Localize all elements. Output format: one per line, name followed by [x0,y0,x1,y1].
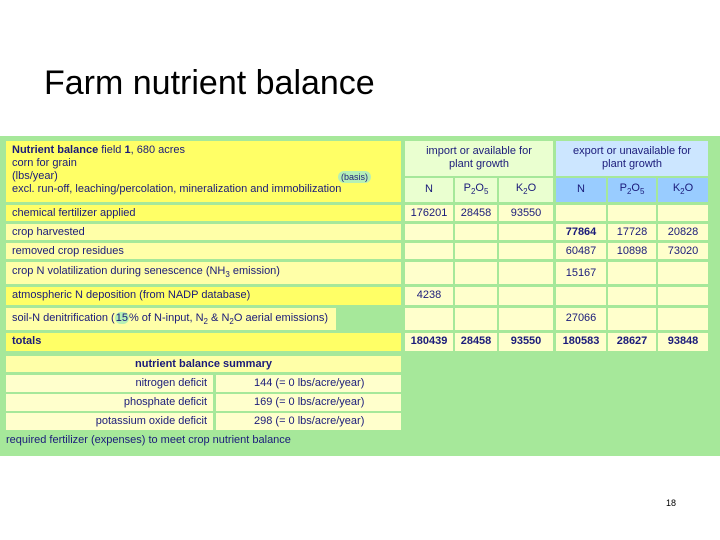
total-export-p: 28627 [608,333,656,351]
cell-export-k: 73020 [658,243,708,259]
cell-import-k [499,262,553,284]
header-field-label: field [98,144,125,156]
export-header: export or unavailable for plant growth [556,141,708,176]
total-import-k: 93550 [499,333,553,351]
page-number: 18 [666,498,677,508]
export-header-line1: export or unavailable for [572,145,691,157]
total-import-p: 28458 [455,333,497,351]
summary-value-potassium: 298 (= 0 lbs/acre/year) [216,413,401,430]
header-crop: corn for grain [12,157,77,169]
cell-export-n: 15167 [556,262,606,284]
header-exclusions: excl. run-off, leaching/percolation, min… [12,183,342,195]
cell-export-p [608,287,656,305]
row-label: chemical fertilizer applied [6,205,401,221]
cell-import-k [499,224,553,240]
row-label-part: & N [208,312,230,324]
export-col-p2o5: P2O5 [608,178,656,202]
summary-value-phosphate: 169 (= 0 lbs/acre/year) [216,394,401,411]
cell-export-p: 10898 [608,243,656,259]
row-label-part: soil-N denitrification ( [12,312,115,324]
cell-export-n: 27066 [556,308,606,330]
cell-import-k [499,287,553,305]
summary-label-nitrogen: nitrogen deficit [6,375,213,392]
total-import-n: 180439 [405,333,453,351]
summary-label-phosphate: phosphate deficit [6,394,213,411]
cell-import-k [499,308,553,330]
cell-import-k [499,243,553,259]
row-label-part: emission) [229,265,280,277]
summary-label-potassium: potassium oxide deficit [6,413,213,430]
row-label-subscript: 2 [203,317,208,326]
row-label-part: % of N-input, N [128,312,204,324]
row-label: removed crop residues [6,243,401,259]
total-export-k: 93848 [658,333,708,351]
total-export-n: 180583 [556,333,606,351]
summary-title: nutrient balance summary [6,356,401,372]
cell-export-k [658,205,708,221]
cell-import-n [405,243,453,259]
header-acres: , 680 acres [130,144,186,156]
import-header-line1: import or available for [426,145,532,157]
cell-import-n [405,262,453,284]
header-field-number: 1 [124,144,131,156]
cell-export-p [608,205,656,221]
cell-export-p [608,308,656,330]
cell-import-p [455,308,497,330]
header-description: Nutrient balance field 1, 680 acres corn… [6,141,401,202]
import-col-n: N [405,178,453,202]
row-label: soil-N denitrification (15% of N-input, … [6,308,336,330]
cell-import-p [455,224,497,240]
cell-export-n [556,205,606,221]
cell-export-n: 77864 [556,224,606,240]
import-header: import or available for plant growth [405,141,553,176]
row-label: crop harvested [6,224,401,240]
cell-export-k [658,308,708,330]
header-title: Nutrient balance [12,144,99,156]
row-label-part: O aerial emissions) [233,312,328,324]
cell-import-n [405,224,453,240]
cell-import-n: 176201 [405,205,453,221]
cell-import-p [455,243,497,259]
import-header-line2: plant growth [449,158,509,170]
export-col-k2o: K2O [658,178,708,202]
cell-import-p [455,262,497,284]
export-header-line2: plant growth [602,158,662,170]
import-col-k2o: K2O [499,178,553,202]
summary-footer: required fertilizer (expenses) to meet c… [6,434,291,446]
cell-import-p: 28458 [455,205,497,221]
row-label: crop N volatilization during senescence … [6,262,401,284]
cell-import-p [455,287,497,305]
cell-export-k [658,287,708,305]
cell-export-n [556,287,606,305]
row-label-subscript: 3 [225,270,230,279]
denitrification-percent-input[interactable]: 15 [114,312,129,324]
cell-export-p [608,262,656,284]
cell-export-k [658,262,708,284]
summary-value-nitrogen: 144 (= 0 lbs/acre/year) [216,375,401,392]
cell-import-n [405,308,453,330]
slide-title: Farm nutrient balance [44,64,375,102]
totals-label: totals [6,333,401,351]
import-col-p2o5: P2O5 [455,178,497,202]
cell-export-p: 17728 [608,224,656,240]
cell-import-n: 4238 [405,287,453,305]
cell-export-n: 60487 [556,243,606,259]
row-label-subscript: 2 [229,317,234,326]
row-label: atmospheric N deposition (from NADP data… [6,287,401,305]
basis-tag: (basis) [338,171,372,183]
cell-export-k: 20828 [658,224,708,240]
header-units: (lbs/year) [12,170,58,182]
row-label-part: crop N volatilization during senescence … [12,265,226,277]
cell-import-k: 93550 [499,205,553,221]
export-col-n: N [556,178,606,202]
